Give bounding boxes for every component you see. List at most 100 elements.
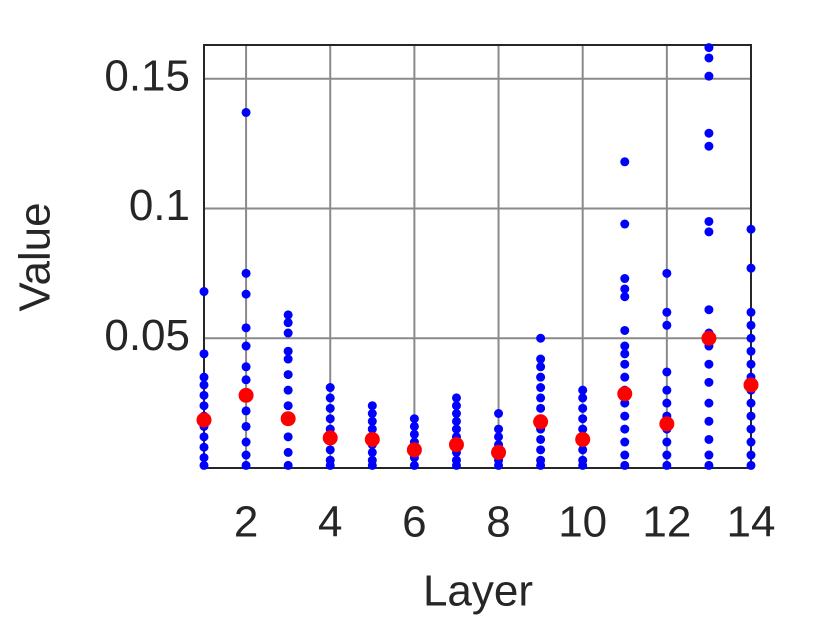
point [704,227,714,237]
point [743,377,759,393]
point [241,406,251,416]
point [704,377,714,387]
point [662,320,672,330]
point [241,323,251,333]
point [746,398,756,408]
point [620,349,630,359]
point [536,372,546,382]
point [199,442,209,452]
point [746,437,756,447]
point [662,450,672,460]
point [620,292,630,302]
point [241,437,251,447]
point [701,330,717,346]
x-tick-label: 2 [234,498,258,547]
point [283,310,293,320]
point [199,432,209,442]
point [662,367,672,377]
point [746,460,756,470]
point [578,393,588,403]
x-axis-label: Layer [423,567,533,616]
point [199,349,209,359]
point [620,424,630,434]
point [494,432,504,442]
point [620,219,630,229]
point [662,307,672,317]
point [241,107,251,117]
point [575,431,591,447]
x-tick-label: 12 [642,498,691,547]
point [662,268,672,278]
point [367,447,377,457]
point [367,424,377,434]
point [746,263,756,273]
point [746,359,756,369]
point [659,416,675,432]
point [704,359,714,369]
point [241,460,251,470]
point [241,375,251,385]
point [620,284,630,294]
point [704,305,714,315]
point [325,383,335,393]
x-tick-label: 4 [318,498,342,547]
point [536,434,546,444]
point [241,289,251,299]
point [494,424,504,434]
point [662,385,672,395]
point [241,450,251,460]
point [578,414,588,424]
point [199,453,209,463]
point [704,216,714,226]
point [704,450,714,460]
point [196,412,212,428]
point [494,460,504,470]
point [536,393,546,403]
point [451,424,461,434]
point [283,460,293,470]
point [241,341,251,351]
point [451,393,461,403]
point [746,307,756,317]
point [620,325,630,335]
point [620,274,630,284]
point [746,320,756,330]
point [451,401,461,411]
point [283,432,293,442]
point [283,346,293,356]
point [704,460,714,470]
y-tick-label: 0.05 [104,311,190,360]
point [409,414,419,424]
x-tick-label: 10 [558,498,607,547]
point [367,460,377,470]
y-axis-label: Value [11,202,60,311]
point [536,362,546,372]
point [241,362,251,372]
point [367,401,377,411]
point [325,460,335,470]
point [620,460,630,470]
point [536,333,546,343]
point [578,403,588,413]
point [448,437,464,453]
point [617,386,633,402]
point [746,424,756,434]
x-tick-label: 8 [486,498,510,547]
point [451,460,461,470]
point [662,437,672,447]
point [704,398,714,408]
point [536,445,546,455]
point [704,416,714,426]
point [704,53,714,63]
point [620,372,630,382]
point [283,401,293,411]
y-tick-label: 0.1 [129,181,190,230]
point [283,328,293,338]
point [199,372,209,382]
x-tick-label: 14 [727,498,776,547]
point [325,445,335,455]
point [364,431,380,447]
x-tick-label: 6 [402,498,426,547]
point [280,411,296,427]
point [578,445,588,455]
